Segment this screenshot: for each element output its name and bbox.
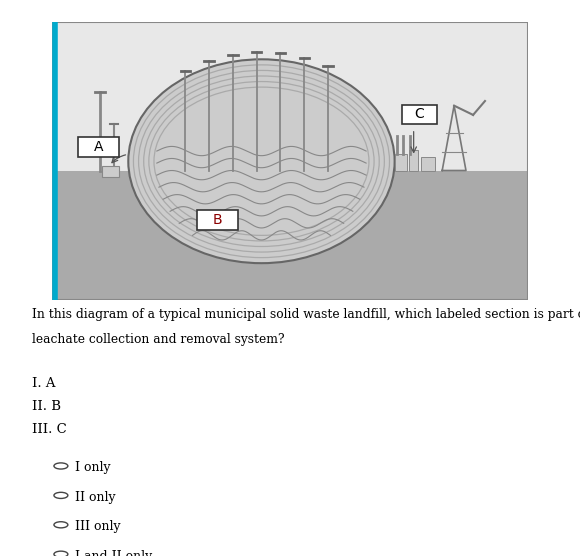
FancyBboxPatch shape: [402, 105, 437, 124]
Bar: [102, 166, 119, 177]
Text: III only: III only: [75, 520, 121, 533]
Text: B: B: [213, 213, 222, 227]
Ellipse shape: [128, 59, 394, 263]
Text: A: A: [94, 140, 103, 154]
Text: II. B: II. B: [32, 400, 61, 413]
Text: I. A: I. A: [32, 377, 56, 390]
FancyBboxPatch shape: [197, 210, 238, 230]
Text: I only: I only: [75, 461, 111, 474]
Bar: [394, 154, 407, 171]
Text: C: C: [415, 107, 425, 121]
Text: II only: II only: [75, 491, 116, 504]
Bar: [409, 150, 418, 171]
Bar: [52, 171, 528, 300]
FancyBboxPatch shape: [78, 137, 119, 157]
Bar: [421, 157, 435, 171]
Bar: [52, 22, 528, 171]
Text: In this diagram of a typical municipal solid waste landfill, which labeled secti: In this diagram of a typical municipal s…: [32, 308, 580, 321]
Text: I and II only: I and II only: [75, 549, 153, 556]
Text: leachate collection and removal system?: leachate collection and removal system?: [32, 334, 285, 346]
Text: III. C: III. C: [32, 423, 67, 436]
